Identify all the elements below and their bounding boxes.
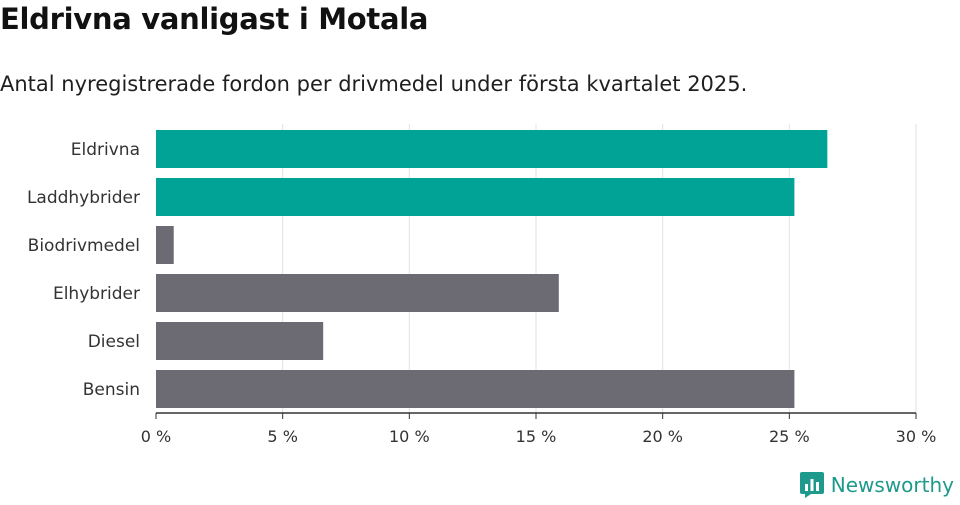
category-label: Diesel xyxy=(88,332,140,352)
bar xyxy=(156,226,174,264)
x-tick-label: 20 % xyxy=(642,427,683,446)
category-label: Eldrivna xyxy=(71,140,140,160)
bar xyxy=(156,130,828,168)
chart-subtitle: Antal nyregistrerade fordon per drivmede… xyxy=(0,72,748,96)
category-labels: Eldrivna Laddhybrider Biodrivmedel Elhybrid… xyxy=(27,140,140,400)
x-tick-label: 10 % xyxy=(389,427,430,446)
bar xyxy=(156,178,795,216)
category-label: Laddhybrider xyxy=(27,188,140,208)
newsworthy-bar-chart-logo-icon xyxy=(799,472,824,498)
gridlines xyxy=(282,124,917,413)
x-tick-label: 15 % xyxy=(516,427,557,446)
chart-title: Eldrivna vanligast i Motala xyxy=(0,2,429,36)
x-tick-label: 0 % xyxy=(141,427,171,446)
bars xyxy=(156,130,828,408)
brand-logo: Newsworthy xyxy=(799,471,954,499)
x-tick-label: 30 % xyxy=(896,427,937,446)
bar xyxy=(156,322,324,360)
x-tick-label: 25 % xyxy=(769,427,810,446)
bar xyxy=(156,370,795,408)
bar xyxy=(156,274,559,312)
x-tick-label: 5 % xyxy=(267,427,297,446)
category-label: Elhybrider xyxy=(53,284,140,304)
brand-name: Newsworthy xyxy=(830,473,954,497)
category-label: Bensin xyxy=(83,380,140,400)
x-axis: 0 % 5 % 10 % 15 % 20 % 25 % 30 % xyxy=(141,412,937,446)
bar-chart: Eldrivna Laddhybrider Biodrivmedel Elhybrid… xyxy=(27,124,937,446)
category-label: Biodrivmedel xyxy=(28,236,140,256)
